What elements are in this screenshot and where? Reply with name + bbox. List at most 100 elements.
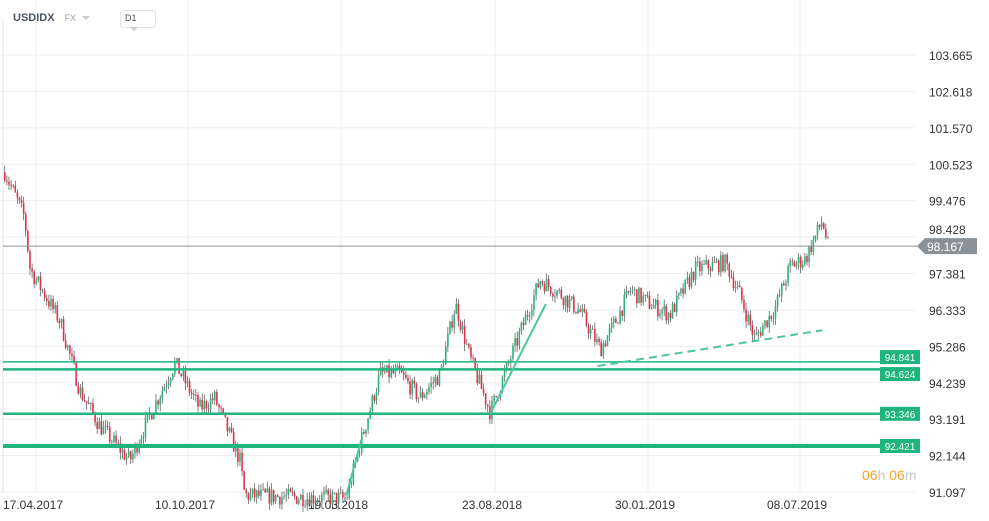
candle-body <box>549 286 552 294</box>
candle-body <box>255 490 258 498</box>
candle-body <box>776 295 779 307</box>
timer-h: h <box>877 467 886 483</box>
candle-body <box>29 250 31 269</box>
candle-body <box>579 309 581 312</box>
candle-body <box>440 365 443 369</box>
candle-body <box>606 335 609 347</box>
market-selector[interactable]: FX <box>64 13 77 23</box>
candle-body <box>22 203 25 214</box>
candle-body <box>799 256 802 268</box>
candle-body <box>39 276 42 290</box>
candle-body <box>528 315 531 317</box>
candle-body <box>552 293 554 297</box>
candle-body <box>157 400 159 405</box>
candle-body <box>820 223 823 228</box>
candle-body <box>302 494 304 507</box>
trend-line[interactable] <box>345 439 363 496</box>
candle-body <box>436 377 439 386</box>
candle-body <box>127 451 130 457</box>
y-tick-label: 98.428 <box>929 223 966 237</box>
candle-body <box>686 277 689 280</box>
candle-body <box>423 395 426 398</box>
candle-body <box>654 299 657 305</box>
candle-body <box>629 290 632 293</box>
candle-body <box>785 282 787 286</box>
candle-body <box>163 387 166 391</box>
candle-body <box>180 373 182 377</box>
y-tick-label: 94.239 <box>929 377 966 391</box>
candle-body <box>56 305 59 321</box>
candle-body <box>778 295 781 297</box>
candle-body <box>411 380 413 395</box>
candle-body <box>45 298 48 302</box>
candle-body <box>510 359 512 363</box>
candle-body <box>722 255 724 272</box>
candle-body <box>537 283 539 288</box>
current-price-tag <box>917 238 977 255</box>
candle-body <box>705 260 707 264</box>
candle-body <box>711 261 714 271</box>
candle-body <box>281 497 283 505</box>
x-tick-label: 10.10.2017 <box>155 498 215 512</box>
x-tick-label: 08.07.2019 <box>767 498 827 512</box>
candle-body <box>123 449 126 460</box>
candle-body <box>379 367 382 375</box>
candle-body <box>749 314 752 326</box>
candle-body <box>83 399 86 402</box>
candle-body <box>81 387 84 400</box>
y-tick-label: 100.523 <box>929 158 973 172</box>
candle-body <box>111 441 113 443</box>
candle-body <box>789 261 791 267</box>
timeframe-selector[interactable]: D1 <box>120 10 156 31</box>
candle-body <box>129 451 132 460</box>
candle-body <box>253 488 256 498</box>
y-tick-label: 102.618 <box>929 85 973 99</box>
candle-body <box>810 246 812 253</box>
candle-body <box>692 272 695 280</box>
candle-body <box>188 380 191 393</box>
candle-body <box>442 364 445 366</box>
candle-body <box>415 383 418 400</box>
candle-body <box>176 358 178 362</box>
candle-body <box>482 389 485 394</box>
candle-body <box>608 327 611 336</box>
candle-body <box>476 369 479 384</box>
candle-body <box>678 292 680 296</box>
candle-body <box>209 398 212 410</box>
candle-body <box>360 431 363 453</box>
candle-body <box>470 346 472 358</box>
candle-body <box>262 488 264 490</box>
candle-body <box>631 290 634 291</box>
candle-body <box>211 398 214 401</box>
level-tag <box>880 438 920 453</box>
candle-body <box>325 489 327 493</box>
candle-body <box>113 435 115 442</box>
candle-body <box>331 492 334 505</box>
y-tick-label: 91.097 <box>929 486 966 500</box>
candle-body <box>220 407 222 409</box>
candle-body <box>757 332 760 334</box>
chevron-down-icon <box>130 27 138 31</box>
candle-body <box>239 452 241 462</box>
candle-body <box>388 365 390 378</box>
candle-body <box>585 312 588 326</box>
candle-body <box>186 380 189 384</box>
candle-body <box>518 331 521 346</box>
candle-body <box>665 305 668 321</box>
candle-body <box>459 321 462 330</box>
y-tick-label: 95.286 <box>929 340 966 354</box>
candle-body <box>35 279 38 284</box>
trend-line[interactable] <box>597 329 823 368</box>
candle-body <box>289 488 292 492</box>
trend-line[interactable] <box>489 303 547 415</box>
candle-body <box>419 392 422 398</box>
candle-body <box>438 368 441 386</box>
candle-body <box>621 310 623 317</box>
candle-body <box>117 442 119 444</box>
candle-body <box>8 181 10 185</box>
candle-body <box>64 340 67 348</box>
candle-body <box>100 421 103 435</box>
chevron-down-icon[interactable] <box>82 16 91 20</box>
candle-body <box>564 295 567 306</box>
